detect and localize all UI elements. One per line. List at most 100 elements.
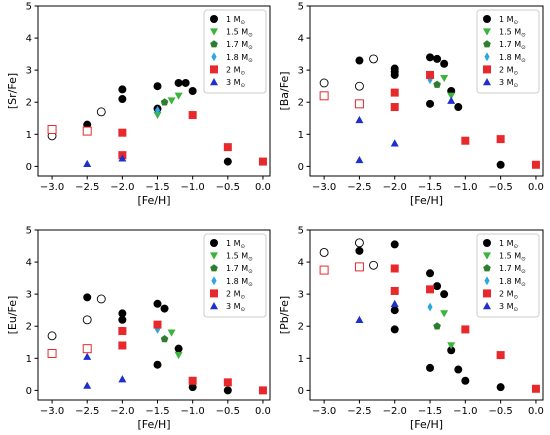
x-axis-label: [Fe/H] (410, 418, 443, 431)
legend-marker (210, 252, 218, 260)
data-point (118, 341, 127, 350)
legend-subscript: ⊙ (521, 45, 526, 51)
x-tick-label: −1.0 (181, 406, 205, 417)
data-point (496, 160, 505, 169)
legend-label: 3 M⊙ (226, 78, 245, 89)
data-point (47, 124, 57, 134)
data-point (427, 302, 433, 312)
legend-subscript: ⊙ (241, 20, 246, 26)
data-point (454, 103, 463, 112)
x-tick-label: −0.5 (488, 406, 512, 417)
data-point (188, 376, 197, 385)
data-point (390, 88, 399, 97)
data-point (174, 78, 183, 87)
data-point (496, 351, 505, 360)
data-point (447, 96, 456, 104)
data-point (354, 238, 364, 248)
legend-subscript: ⊙ (248, 45, 253, 51)
data-point (319, 265, 329, 275)
data-point (160, 335, 169, 343)
data-point (390, 306, 399, 315)
legend-label: 2 M⊙ (226, 289, 245, 300)
series-1.8M (427, 75, 433, 85)
legend-subscript: ⊙ (248, 257, 253, 263)
data-point (390, 103, 399, 112)
data-point (355, 155, 364, 164)
legend: 1 M⊙ 1.5 M⊙1.7 M⊙ 1.8 M⊙2 M⊙ 3 M⊙ (203, 9, 267, 94)
series-1.7M (160, 98, 169, 106)
data-point (355, 315, 364, 324)
data-point (440, 74, 449, 83)
legend-box (476, 233, 540, 318)
data-point (174, 351, 183, 360)
data-point (223, 157, 232, 166)
data-point (461, 325, 470, 334)
plot-area (309, 5, 544, 177)
legend-subscript: ⊙ (241, 70, 246, 76)
legend-subscript: ⊙ (248, 269, 253, 275)
y-axis-label: [Pb/Fe] (278, 296, 291, 334)
x-tick-label: −3.0 (40, 406, 64, 417)
x-tick-label: −1.0 (453, 182, 477, 193)
data-point (461, 376, 470, 385)
y-tick-label: 3 (26, 66, 32, 77)
plot-area (37, 5, 271, 177)
data-point (433, 282, 442, 291)
legend-label: 1.8 M⊙ (499, 277, 526, 288)
y-tick-label: 4 (298, 34, 304, 45)
legend-label: 1.7 M⊙ (499, 40, 526, 51)
series-1.8M (154, 325, 161, 334)
data-point (154, 325, 161, 334)
series-3M (355, 96, 456, 164)
x-tick-label: −1.5 (145, 182, 169, 193)
legend-marker (210, 28, 218, 36)
legend-box (476, 9, 540, 94)
legend-subscript: ⊙ (514, 70, 519, 76)
data-point (160, 304, 169, 313)
x-axis-label: [Fe/H] (410, 194, 443, 207)
data-point (433, 54, 442, 63)
x-axis-label: [Fe/H] (137, 194, 170, 207)
series-2M (390, 70, 540, 169)
data-point (153, 299, 162, 308)
y-tick-label: 4 (26, 34, 32, 45)
y-axis-label: [Ba/Fe] (278, 71, 291, 110)
data-point (118, 315, 127, 324)
series-3M (355, 299, 399, 324)
chart-panel-3: −3.0 −2.5 −2.0 −1.5 −1.0 −0.5 0.0 0 1 2 3 4 5 [Fe/H] [… (6, 226, 271, 432)
data-point (82, 315, 92, 325)
legend-subscript: ⊙ (514, 294, 519, 300)
series-square-open (319, 91, 364, 109)
series-circle-open (319, 238, 378, 270)
y-tick-label: 2 (26, 322, 32, 333)
data-point (154, 105, 161, 115)
data-point (440, 59, 449, 68)
legend-marker (210, 264, 218, 272)
y-tick-label: 5 (298, 2, 304, 13)
data-point (447, 342, 456, 350)
legend-box (203, 9, 267, 94)
series-2M (390, 264, 540, 393)
legend-label: 3 M⊙ (499, 78, 518, 89)
series-circle-open (47, 294, 106, 341)
x-tick-label: −0.5 (216, 406, 240, 417)
y-tick-label: 5 (26, 2, 32, 13)
data-point (390, 70, 399, 79)
data-point (433, 80, 441, 88)
y-tick-label: 4 (26, 258, 32, 269)
legend-marker (483, 28, 491, 36)
legend-subscript: ⊙ (248, 58, 253, 64)
y-tick-label: 2 (298, 322, 304, 333)
y-tick-label: 0 (26, 162, 32, 173)
legend-label: 3 M⊙ (499, 302, 518, 313)
series-1.7M (433, 80, 441, 88)
legend-label: 1 M⊙ (226, 15, 245, 26)
legend-marker (483, 289, 491, 298)
data-point (258, 157, 267, 166)
legend-marker (211, 276, 217, 286)
y-tick-label: 1 (26, 354, 32, 365)
legend: 1 M⊙ 1.5 M⊙1.7 M⊙ 1.8 M⊙2 M⊙ 3 M⊙ (476, 9, 540, 94)
data-point (83, 159, 92, 168)
y-tick-label: 4 (298, 258, 304, 269)
